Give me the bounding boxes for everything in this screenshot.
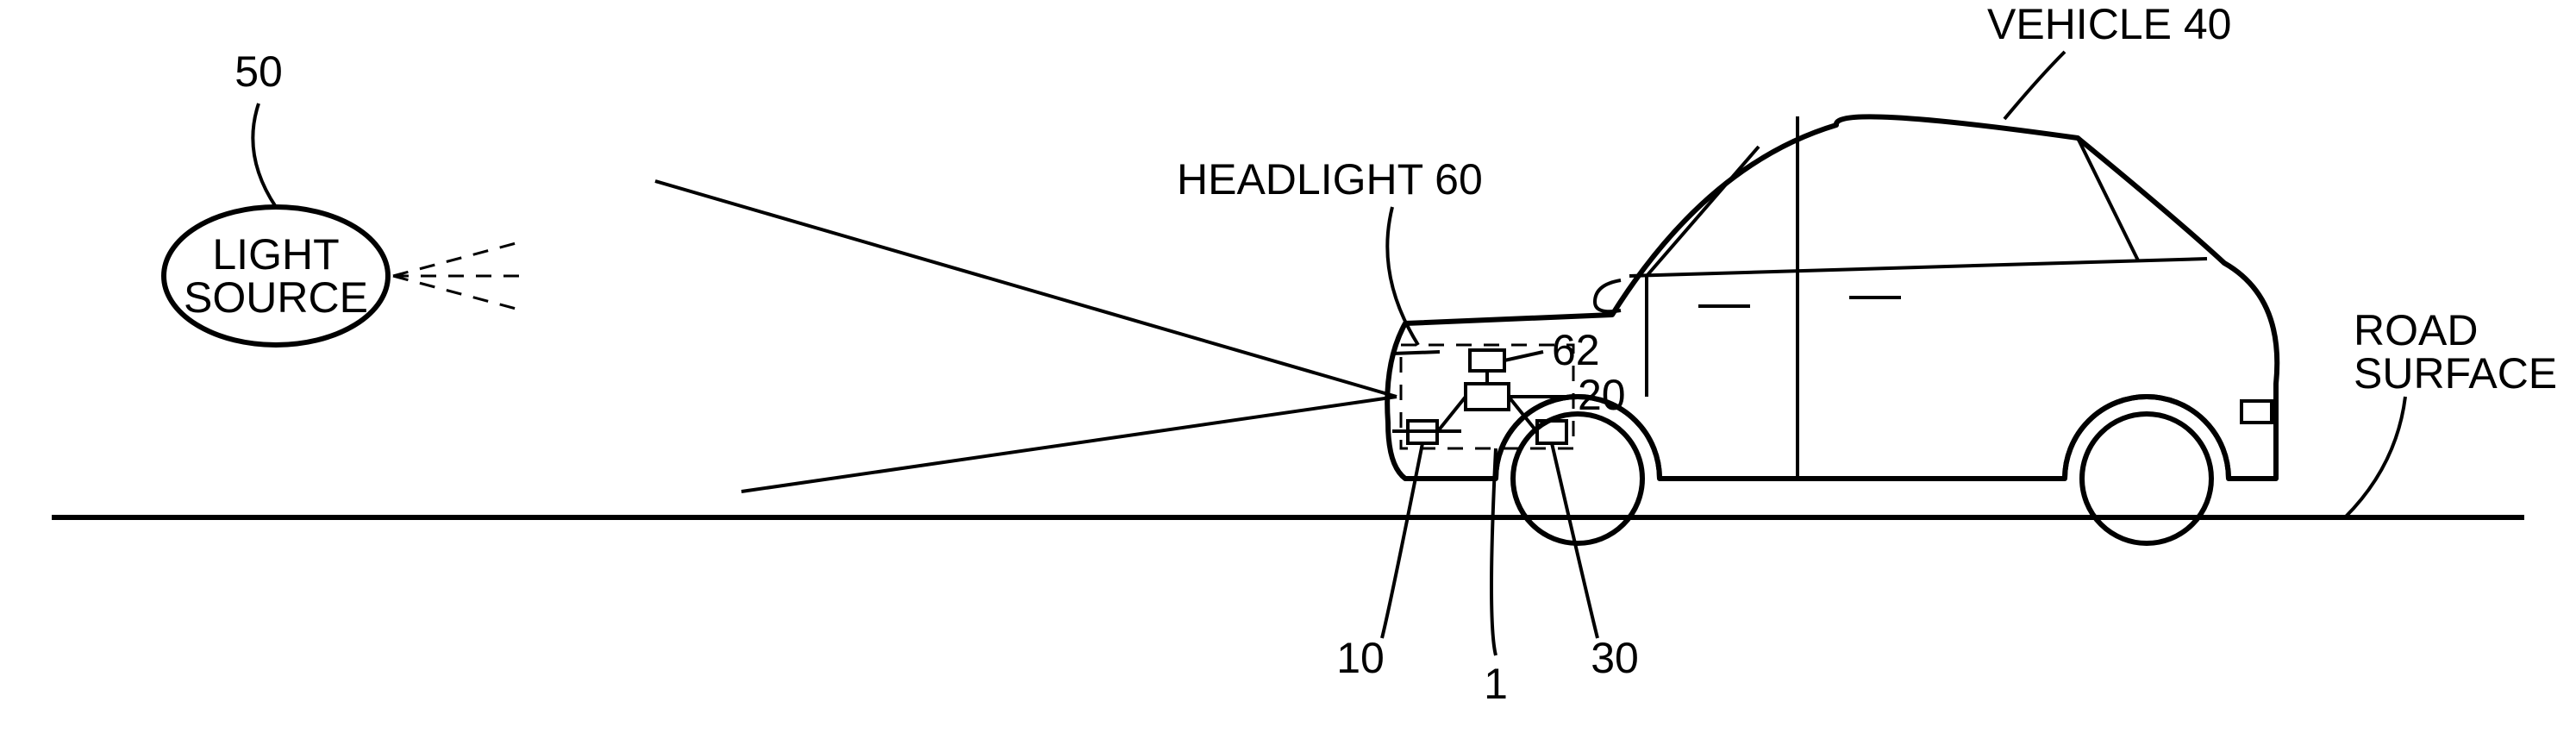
tail-light xyxy=(2241,401,2272,423)
front-wheel xyxy=(1513,414,1642,543)
rear-wheel-arch xyxy=(2065,397,2229,479)
label-1: 1 xyxy=(1484,660,1508,708)
label-vehicle: VEHICLE 40 xyxy=(1987,0,2231,48)
label-light-source-line2: SOURCE xyxy=(184,273,368,322)
label-20: 20 xyxy=(1578,371,1626,419)
component-62 xyxy=(1470,350,1504,371)
pillar xyxy=(1647,147,1759,276)
pillar xyxy=(2078,138,2138,260)
label-10: 10 xyxy=(1336,634,1385,682)
component-20 xyxy=(1466,384,1509,410)
leader-line xyxy=(2345,397,2405,517)
light-ray xyxy=(393,241,522,276)
beltline xyxy=(1629,259,2207,276)
label-road-surface-line1: ROAD xyxy=(2354,306,2478,354)
headlight-beam-top xyxy=(655,181,1397,397)
vehicle-diagram: 50 LIGHT SOURCE HEADLIGHT 60 VEHICLE 40 … xyxy=(0,0,2576,733)
light-ray xyxy=(393,276,522,310)
headlight-beam-bottom xyxy=(741,397,1397,492)
label-headlight: HEADLIGHT 60 xyxy=(1177,155,1483,204)
connector xyxy=(1437,397,1466,432)
rear-wheel xyxy=(2082,414,2211,543)
label-50: 50 xyxy=(234,47,283,96)
label-light-source-line1: LIGHT xyxy=(212,230,339,279)
leader-line xyxy=(253,103,276,207)
leader-line xyxy=(1504,352,1543,360)
label-road-surface-line2: SURFACE xyxy=(2354,349,2557,398)
label-62: 62 xyxy=(1552,326,1600,374)
leader-line xyxy=(2004,52,2065,119)
vehicle-body xyxy=(1387,116,2277,479)
label-30: 30 xyxy=(1591,634,1639,682)
